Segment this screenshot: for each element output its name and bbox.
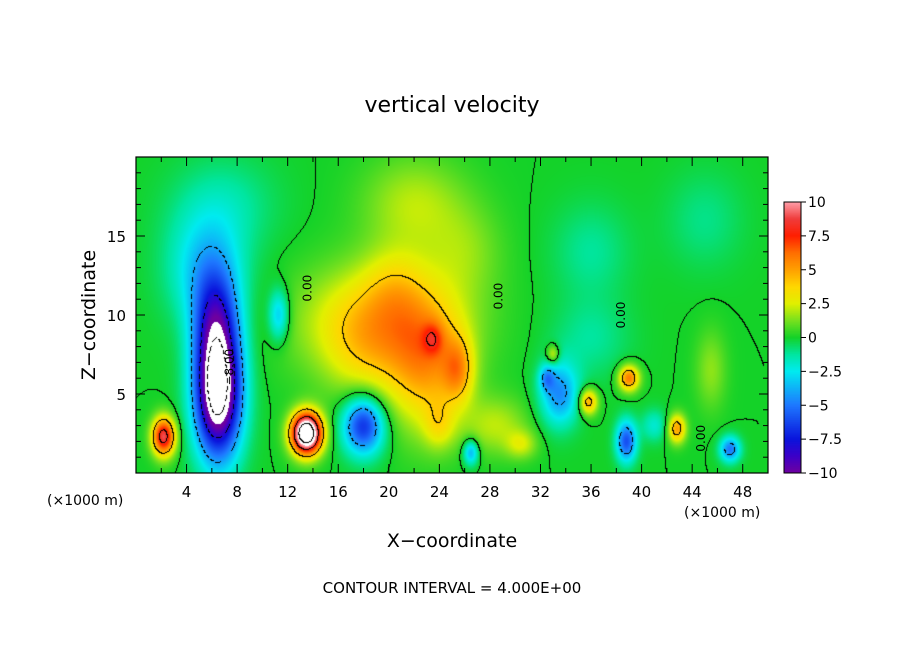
x-tick-label-20: 20 [379, 483, 398, 501]
colorbar-tick-label-8: −10 [808, 466, 838, 482]
chart-title: vertical velocity [364, 93, 539, 118]
heatmap-field [136, 157, 768, 473]
contour-label-3: 0.00 [694, 425, 708, 452]
colorbar-gradient [784, 202, 801, 473]
y-tick-label-10: 10 [107, 307, 126, 325]
x-tick-label-12: 12 [278, 483, 297, 501]
colorbar-tick-label-5: −2.5 [808, 364, 842, 380]
contour-label-2: 0.00 [614, 302, 628, 329]
contour-label-1: 0.00 [492, 283, 506, 310]
colorbar-tick-label-1: 7.5 [808, 229, 830, 245]
contour-interval-label: CONTOUR INTERVAL = 4.000E+00 [323, 579, 582, 597]
x-tick-label-28: 28 [480, 483, 499, 501]
x-tick-label-40: 40 [632, 483, 651, 501]
y-axis-label: Z−coordinate [78, 250, 100, 380]
x-unit-right: (×1000 m) [684, 505, 760, 521]
x-unit-left: (×1000 m) [47, 493, 123, 509]
colorbar-tick-label-4: 0 [808, 331, 817, 347]
contour-label-0: 0.00 [301, 275, 315, 302]
x-tick-label-8: 8 [232, 483, 242, 501]
plot-area: 0.00 0.000.000.00−8.00 4 8 12 16 20 24 28 32 36 40… [107, 156, 769, 501]
colorbar-tick-label-0: 10 [808, 195, 826, 211]
colorbar-tick-label-3: 2.5 [808, 297, 830, 313]
x-tick-label-36: 36 [581, 483, 600, 501]
colorbar: 10 7.5 5 2.5 0 −2.5 −5 −7.5 −10 [783, 195, 842, 482]
x-tick-label-24: 24 [430, 483, 449, 501]
y-tick-label-15: 15 [107, 228, 126, 246]
x-tick-label-4: 4 [182, 483, 192, 501]
x-tick-label-16: 16 [329, 483, 348, 501]
x-axis-label: X−coordinate [387, 530, 517, 552]
contour-label-4: −8.00 [222, 349, 236, 386]
x-tick-label-44: 44 [683, 483, 702, 501]
colorbar-tick-label-2: 5 [808, 263, 817, 279]
x-tick-label-48: 48 [733, 483, 752, 501]
colorbar-tick-label-6: −5 [808, 398, 829, 414]
y-tick-label-5: 5 [116, 386, 126, 404]
colorbar-tick-label-7: −7.5 [808, 432, 842, 448]
x-tick-label-32: 32 [531, 483, 550, 501]
